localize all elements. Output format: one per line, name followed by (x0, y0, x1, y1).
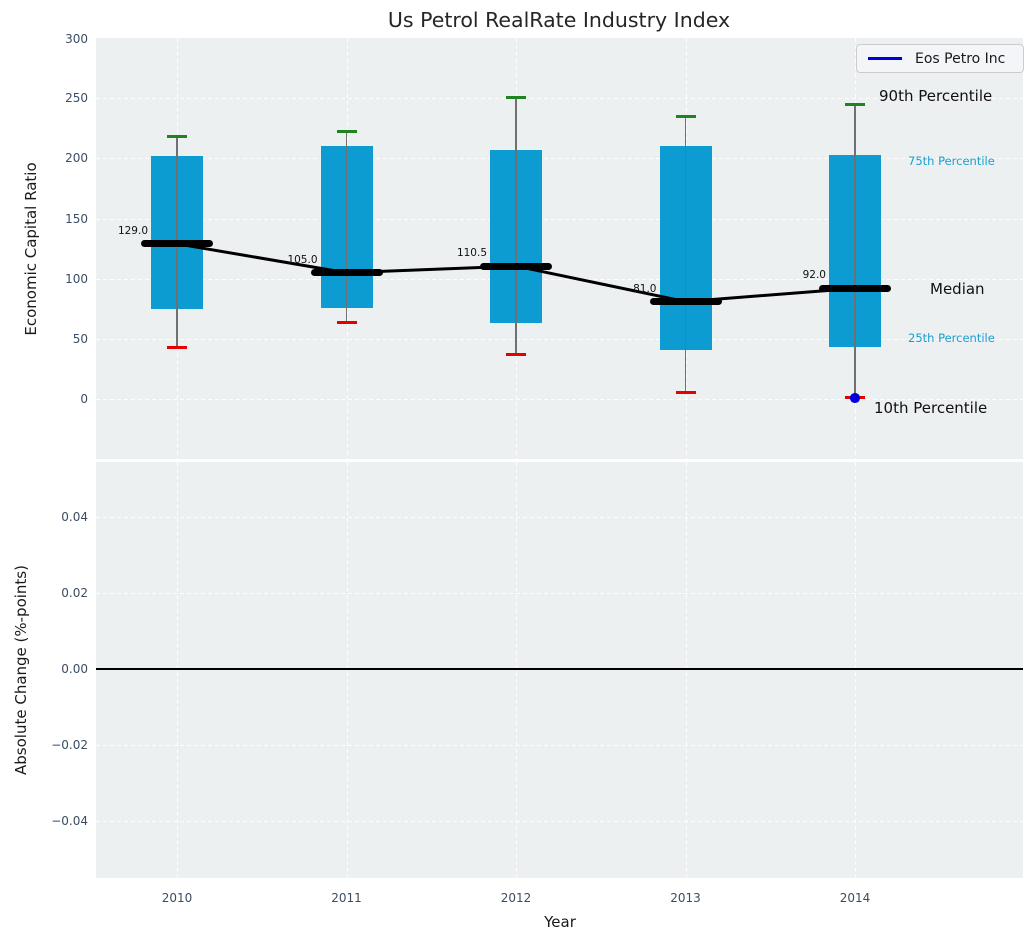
annotation-10th-percentile: 10th Percentile (874, 399, 988, 417)
cap-90th-2010 (167, 135, 187, 139)
x-tick-label: 2011 (331, 891, 362, 905)
annotation-90th-percentile: 90th Percentile (879, 87, 993, 105)
y-tick-label: 150 (65, 211, 88, 226)
y-tick-label: 250 (65, 91, 88, 106)
median-value-label-2012: 110.5 (456, 247, 487, 260)
gridline-h (96, 821, 1023, 822)
x-tick-label: 2014 (839, 891, 871, 905)
y-tick-label: 0 (80, 392, 88, 406)
median-segment-2010 (141, 240, 213, 248)
eos-petro-point (850, 392, 860, 403)
x-tick-label: 2010 (161, 891, 193, 905)
y-tick-label: −0.04 (51, 814, 88, 828)
cap-10th-2010 (167, 345, 187, 349)
gridline-v (855, 462, 856, 878)
cap-10th-2012 (506, 352, 526, 356)
gridline-h (96, 745, 1023, 746)
legend: Eos Petro Inc (856, 44, 1024, 73)
cap-90th-2012 (506, 95, 526, 99)
chart-title: Us Petrol RealRate Industry Index (387, 8, 731, 32)
whisker-2011 (345, 131, 348, 322)
median-value-label-2010: 129.0 (117, 224, 148, 237)
gridline-v (516, 462, 517, 878)
whisker-2012 (515, 97, 517, 355)
gridline-h (96, 593, 1023, 594)
y-axis-label-top: Economic Capital Ratio (22, 162, 40, 336)
gridline-h (96, 158, 1023, 160)
median-segment-2014 (819, 284, 891, 292)
y-tick-label: 100 (65, 271, 88, 286)
legend-label: Eos Petro Inc (915, 50, 1006, 67)
gridline-v (346, 462, 348, 878)
cap-90th-2013 (675, 114, 696, 118)
gridline-v (177, 462, 178, 878)
median-segment-2013 (649, 298, 722, 306)
y-axis-label-bottom: Absolute Change (%-points) (12, 565, 30, 775)
cap-90th-2011 (336, 130, 357, 134)
y-tick-label: −0.02 (51, 738, 88, 752)
gridline-h (96, 278, 1023, 280)
y-tick-label: 50 (72, 331, 88, 346)
x-axis-label: Year (544, 913, 576, 931)
gridline-v (685, 462, 687, 878)
y-tick-label: 200 (65, 151, 88, 166)
y-tick-label: 300 (65, 32, 88, 46)
whisker-2014 (854, 104, 856, 398)
x-tick-label: 2012 (500, 891, 532, 905)
median-value-label-2014: 92.0 (802, 269, 826, 282)
gridline-h (96, 98, 1023, 100)
gridline-h (96, 399, 1023, 400)
median-segment-2011 (310, 269, 383, 277)
cap-10th-2013 (675, 391, 696, 395)
annotation-25th-percentile: 25th Percentile (908, 331, 995, 345)
y-tick-label: 0.02 (61, 586, 88, 600)
zero-line (96, 668, 1023, 670)
gridline-h (96, 218, 1023, 220)
median-value-label-2011: 105.0 (287, 253, 318, 266)
y-tick-label: 0.00 (61, 662, 88, 676)
axes-absolute-change (96, 462, 1023, 878)
whisker-2013 (684, 116, 687, 393)
x-tick-label: 2013 (670, 891, 701, 905)
cap-90th-2014 (845, 102, 865, 106)
annotation-75th-percentile: 75th Percentile (908, 154, 995, 168)
annotation-median: Median (930, 280, 985, 298)
y-tick-label: 0.04 (61, 510, 88, 524)
cap-10th-2011 (336, 320, 357, 324)
median-segment-2012 (480, 262, 552, 270)
median-value-label-2013: 81.0 (633, 282, 657, 295)
gridline-h (96, 338, 1023, 340)
gridline-h (96, 517, 1023, 518)
legend-line-sample (868, 57, 902, 60)
